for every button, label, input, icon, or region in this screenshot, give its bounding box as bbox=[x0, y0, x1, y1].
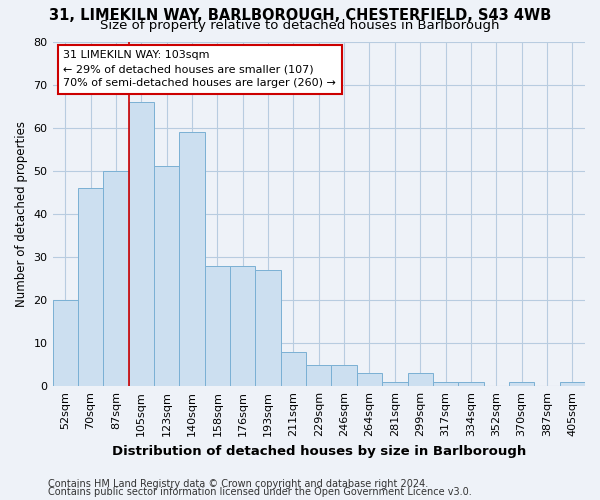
Text: 31, LIMEKILN WAY, BARLBOROUGH, CHESTERFIELD, S43 4WB: 31, LIMEKILN WAY, BARLBOROUGH, CHESTERFI… bbox=[49, 8, 551, 22]
Bar bbox=[179, 132, 205, 386]
Bar bbox=[53, 300, 78, 386]
Bar bbox=[128, 102, 154, 386]
Bar bbox=[230, 266, 256, 386]
Bar bbox=[560, 382, 585, 386]
Bar bbox=[281, 352, 306, 386]
Bar bbox=[433, 382, 458, 386]
Bar bbox=[256, 270, 281, 386]
Text: Contains public sector information licensed under the Open Government Licence v3: Contains public sector information licen… bbox=[48, 487, 472, 497]
Bar bbox=[509, 382, 534, 386]
Bar bbox=[458, 382, 484, 386]
Bar bbox=[382, 382, 407, 386]
Bar bbox=[306, 364, 331, 386]
Bar bbox=[78, 188, 103, 386]
Text: Size of property relative to detached houses in Barlborough: Size of property relative to detached ho… bbox=[100, 18, 500, 32]
Bar bbox=[103, 171, 128, 386]
Bar bbox=[331, 364, 357, 386]
Y-axis label: Number of detached properties: Number of detached properties bbox=[15, 121, 28, 307]
Text: Contains HM Land Registry data © Crown copyright and database right 2024.: Contains HM Land Registry data © Crown c… bbox=[48, 479, 428, 489]
Bar bbox=[357, 374, 382, 386]
Bar bbox=[205, 266, 230, 386]
Bar bbox=[154, 166, 179, 386]
Bar bbox=[407, 374, 433, 386]
X-axis label: Distribution of detached houses by size in Barlborough: Distribution of detached houses by size … bbox=[112, 444, 526, 458]
Text: 31 LIMEKILN WAY: 103sqm
← 29% of detached houses are smaller (107)
70% of semi-d: 31 LIMEKILN WAY: 103sqm ← 29% of detache… bbox=[63, 50, 336, 88]
